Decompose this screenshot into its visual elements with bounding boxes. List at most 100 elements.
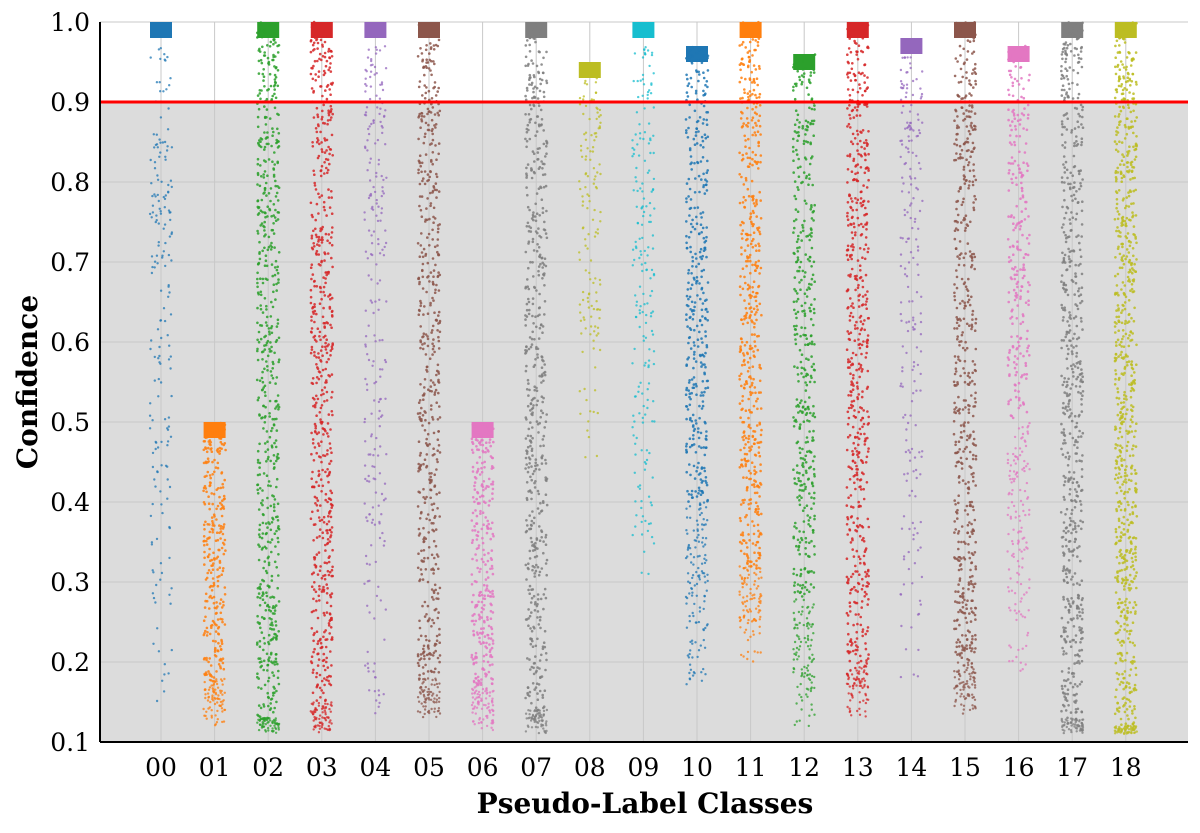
data-point — [545, 50, 548, 54]
data-point — [272, 628, 276, 631]
data-point — [704, 506, 708, 509]
data-point — [589, 325, 593, 328]
data-point — [650, 51, 654, 54]
data-point — [692, 671, 696, 674]
data-point — [259, 626, 262, 630]
data-point — [163, 53, 166, 56]
data-point — [423, 556, 426, 560]
data-point — [269, 187, 273, 190]
data-point — [260, 388, 264, 392]
data-point — [208, 632, 212, 636]
data-point — [323, 683, 326, 687]
data-point — [436, 656, 440, 660]
data-point — [318, 569, 322, 572]
data-point — [531, 62, 535, 65]
data-point — [168, 556, 171, 560]
data-point — [367, 274, 370, 277]
data-point — [530, 519, 534, 523]
data-point — [705, 235, 708, 239]
data-point — [368, 97, 372, 101]
data-point — [422, 332, 426, 336]
data-point — [437, 310, 441, 314]
data-point — [477, 613, 481, 617]
data-point — [427, 652, 431, 656]
data-point — [206, 555, 210, 558]
data-point — [704, 308, 707, 311]
data-point — [435, 158, 438, 161]
data-point — [586, 429, 589, 432]
data-point — [382, 499, 386, 502]
data-point — [277, 186, 281, 189]
data-point — [534, 717, 537, 721]
data-point — [695, 276, 699, 279]
data-point — [156, 446, 160, 449]
data-point — [419, 568, 423, 571]
data-point — [531, 544, 534, 547]
data-point — [419, 340, 423, 344]
data-point — [320, 141, 323, 144]
data-point — [264, 723, 267, 726]
data-point — [370, 242, 374, 245]
data-point — [438, 491, 441, 495]
data-point — [544, 493, 548, 497]
data-point — [205, 656, 208, 660]
data-point — [328, 728, 332, 731]
data-point — [378, 339, 381, 342]
data-point — [690, 493, 693, 497]
data-point — [633, 258, 636, 262]
data-point — [753, 333, 756, 336]
data-point — [208, 553, 211, 556]
data-point — [369, 157, 372, 160]
data-point — [153, 193, 156, 196]
data-point — [257, 543, 260, 546]
data-point — [481, 691, 484, 695]
data-point — [269, 596, 272, 599]
data-point — [221, 620, 224, 624]
data-point — [329, 595, 333, 599]
data-point — [747, 469, 751, 473]
data-point — [593, 330, 596, 333]
data-point — [272, 283, 276, 287]
data-point — [317, 474, 321, 478]
data-point — [543, 629, 547, 633]
data-point — [690, 587, 693, 590]
data-point — [688, 327, 692, 330]
data-point — [530, 665, 534, 669]
data-point — [313, 173, 316, 176]
data-point — [637, 154, 641, 157]
data-point — [491, 572, 495, 576]
data-point — [544, 722, 548, 725]
data-point — [324, 334, 327, 338]
data-point — [702, 104, 706, 108]
data-point — [416, 505, 420, 508]
data-point — [634, 453, 637, 456]
data-point — [534, 40, 537, 44]
data-point — [219, 691, 222, 694]
data-point — [471, 451, 475, 454]
data-point — [423, 378, 427, 381]
data-point — [266, 56, 270, 60]
data-point — [698, 330, 701, 334]
data-point — [204, 447, 208, 450]
data-point — [422, 540, 426, 544]
data-point — [316, 652, 319, 656]
data-point — [313, 245, 316, 248]
data-point — [652, 72, 655, 75]
data-point — [275, 653, 278, 656]
data-point — [429, 69, 432, 72]
data-point — [525, 139, 529, 143]
data-point — [263, 145, 267, 149]
data-point — [542, 359, 545, 363]
data-point — [276, 394, 280, 397]
data-point — [418, 578, 422, 581]
data-point — [315, 504, 319, 507]
data-point — [691, 413, 695, 417]
data-point — [541, 162, 545, 166]
data-point — [700, 178, 703, 181]
data-point — [309, 72, 313, 76]
data-point — [545, 558, 549, 562]
data-point — [437, 391, 440, 395]
data-point — [748, 49, 751, 53]
data-point — [594, 91, 598, 95]
data-point — [223, 677, 226, 681]
